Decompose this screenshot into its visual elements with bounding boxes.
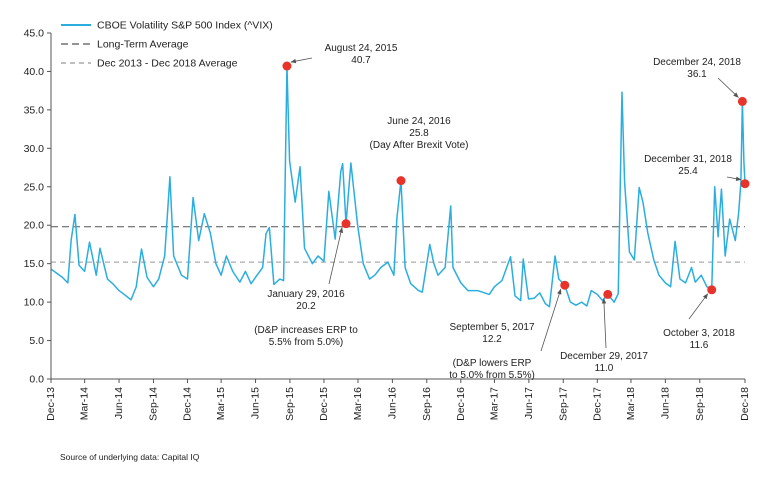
annotation-label: October 3, 2018 11.6	[663, 328, 735, 351]
y-tick-label: 40.0	[24, 66, 45, 78]
y-tick-label: 25.0	[24, 181, 45, 193]
annotation-label: June 24, 2016 25.8 (Day After Brexit Vote)	[370, 116, 469, 151]
annotation-arrow	[688, 293, 709, 320]
x-tick-label: Dec-13	[45, 387, 57, 421]
annotation-marker	[603, 289, 613, 299]
x-tick-label: Sep-15	[284, 387, 296, 421]
annotation-line: 5.5% from 5.0%)	[269, 337, 343, 348]
annotation-label: September 5, 2017 12.2 (D&P lowers ERP to …	[449, 322, 535, 381]
x-tick-label: Sep-18	[694, 387, 706, 421]
annotation-line: 20.2	[296, 301, 316, 312]
annotation-marker	[282, 61, 292, 71]
annotation-line: January 29, 2016	[267, 289, 345, 300]
vix-series-line	[50, 65, 746, 308]
x-tick-label: Sep-14	[147, 387, 159, 421]
annotation-line: (D&P lowers ERP	[453, 358, 532, 369]
annotation-marker	[560, 280, 570, 290]
annotation-line: 12.2	[482, 334, 502, 345]
annotation-line: 36.1	[687, 69, 707, 80]
legend-label: Long-Term Average	[97, 39, 189, 51]
x-tick-label: Jun-17	[523, 387, 535, 419]
annotation-arrow	[290, 57, 313, 64]
y-tick-label: 20.0	[24, 220, 45, 232]
legend-label: Dec 2013 - Dec 2018 Average	[97, 58, 238, 70]
x-tick-label: Dec-14	[181, 387, 193, 421]
x-tick-label: Dec-17	[591, 387, 603, 421]
x-tick-label: Jun-14	[113, 387, 125, 419]
annotation-line: December 24, 2018	[653, 57, 741, 68]
annotation-marker	[740, 179, 750, 189]
annotation-line: to 5.0% from 5.5%)	[449, 370, 535, 381]
annotation-line: (Day After Brexit Vote)	[370, 140, 469, 151]
x-tick-label: Mar-17	[488, 387, 500, 420]
annotation-marker	[737, 96, 747, 106]
annotation-line: June 24, 2016	[387, 116, 451, 127]
x-tick-label: Jun-15	[250, 387, 262, 419]
annotation-line: October 3, 2018	[663, 328, 735, 339]
annotation-arrow	[601, 297, 607, 349]
x-tick-label: Dec-16	[455, 387, 467, 421]
y-tick-label: 15.0	[24, 258, 45, 270]
annotation-marker	[341, 219, 351, 229]
y-tick-label: 5.0	[29, 335, 44, 347]
annotation-line: (D&P increases ERP to	[254, 325, 358, 336]
annotation-line: 25.8	[409, 128, 429, 139]
annotation-arrow	[328, 227, 344, 285]
y-tick-label: 35.0	[24, 104, 45, 116]
annotation-arrow	[540, 288, 562, 352]
annotation-line: 40.7	[351, 55, 371, 66]
annotation-label: December 31, 2018 25.4	[644, 154, 732, 177]
x-tick-label: Mar-18	[625, 387, 637, 420]
x-tick-label: Jun-18	[659, 387, 671, 419]
source-note: Source of underlying data: Capital IQ	[60, 452, 200, 462]
annotation-line: 11.6	[690, 340, 709, 351]
annotation-label: August 24, 2015 40.7	[325, 43, 398, 66]
annotation-label: December 24, 2018 36.1	[653, 57, 741, 80]
x-tick-label: Dec-18	[739, 387, 751, 421]
annotation-arrow	[717, 77, 739, 98]
annotation-line	[305, 313, 308, 324]
x-tick-label: Mar-16	[352, 387, 364, 420]
annotation-line: December 29, 2017	[560, 351, 648, 362]
annotation-line: 11.0	[595, 363, 614, 374]
annotation-arrow	[726, 176, 742, 181]
annotation-line: August 24, 2015	[325, 43, 398, 54]
y-tick-label: 0.0	[29, 374, 44, 386]
x-tick-label: Jun-16	[386, 387, 398, 419]
annotation-line: December 31, 2018	[644, 154, 732, 165]
annotation-line: 25.4	[678, 166, 698, 177]
annotation-line	[491, 346, 494, 357]
y-tick-label: 10.0	[24, 297, 45, 309]
x-tick-label: Dec-15	[318, 387, 330, 421]
y-tick-label: 30.0	[24, 143, 45, 155]
x-tick-label: Mar-15	[215, 387, 227, 420]
x-tick-label: Mar-14	[79, 387, 91, 420]
annotation-marker	[396, 176, 406, 186]
annotation-label: January 29, 2016 20.2 (D&P increases ERP …	[254, 289, 358, 348]
annotation-label: December 29, 2017 11.0	[560, 351, 648, 374]
legend-label: CBOE Volatility S&P 500 Index (^VIX)	[97, 20, 273, 32]
x-tick-label: Sep-17	[557, 387, 569, 421]
annotation-marker	[707, 285, 717, 295]
y-tick-label: 45.0	[24, 28, 45, 40]
annotation-line: September 5, 2017	[449, 322, 534, 333]
x-tick-label: Sep-16	[421, 387, 433, 421]
